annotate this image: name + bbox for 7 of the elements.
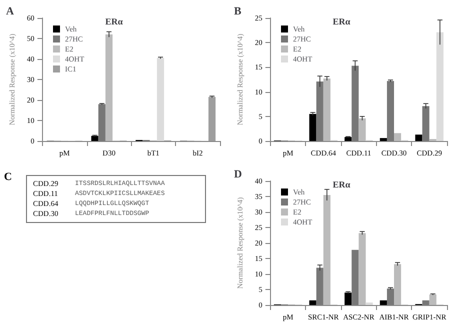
text: A xyxy=(6,6,14,18)
chart-title: ERα xyxy=(105,16,123,26)
text: B xyxy=(234,6,242,18)
chart-title: ERα xyxy=(332,16,350,26)
text: C xyxy=(4,171,12,183)
chart-title: ERα xyxy=(332,180,350,190)
text: D xyxy=(234,168,242,180)
